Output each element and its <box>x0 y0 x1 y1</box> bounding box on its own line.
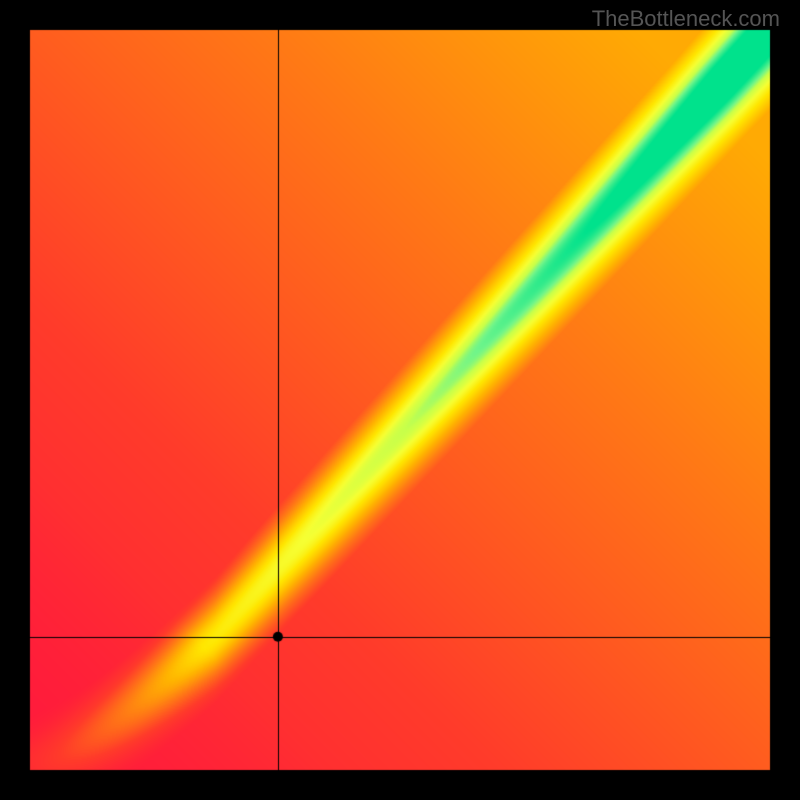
bottleneck-heatmap <box>0 0 800 800</box>
watermark-text: TheBottleneck.com <box>592 6 780 32</box>
chart-container: TheBottleneck.com <box>0 0 800 800</box>
